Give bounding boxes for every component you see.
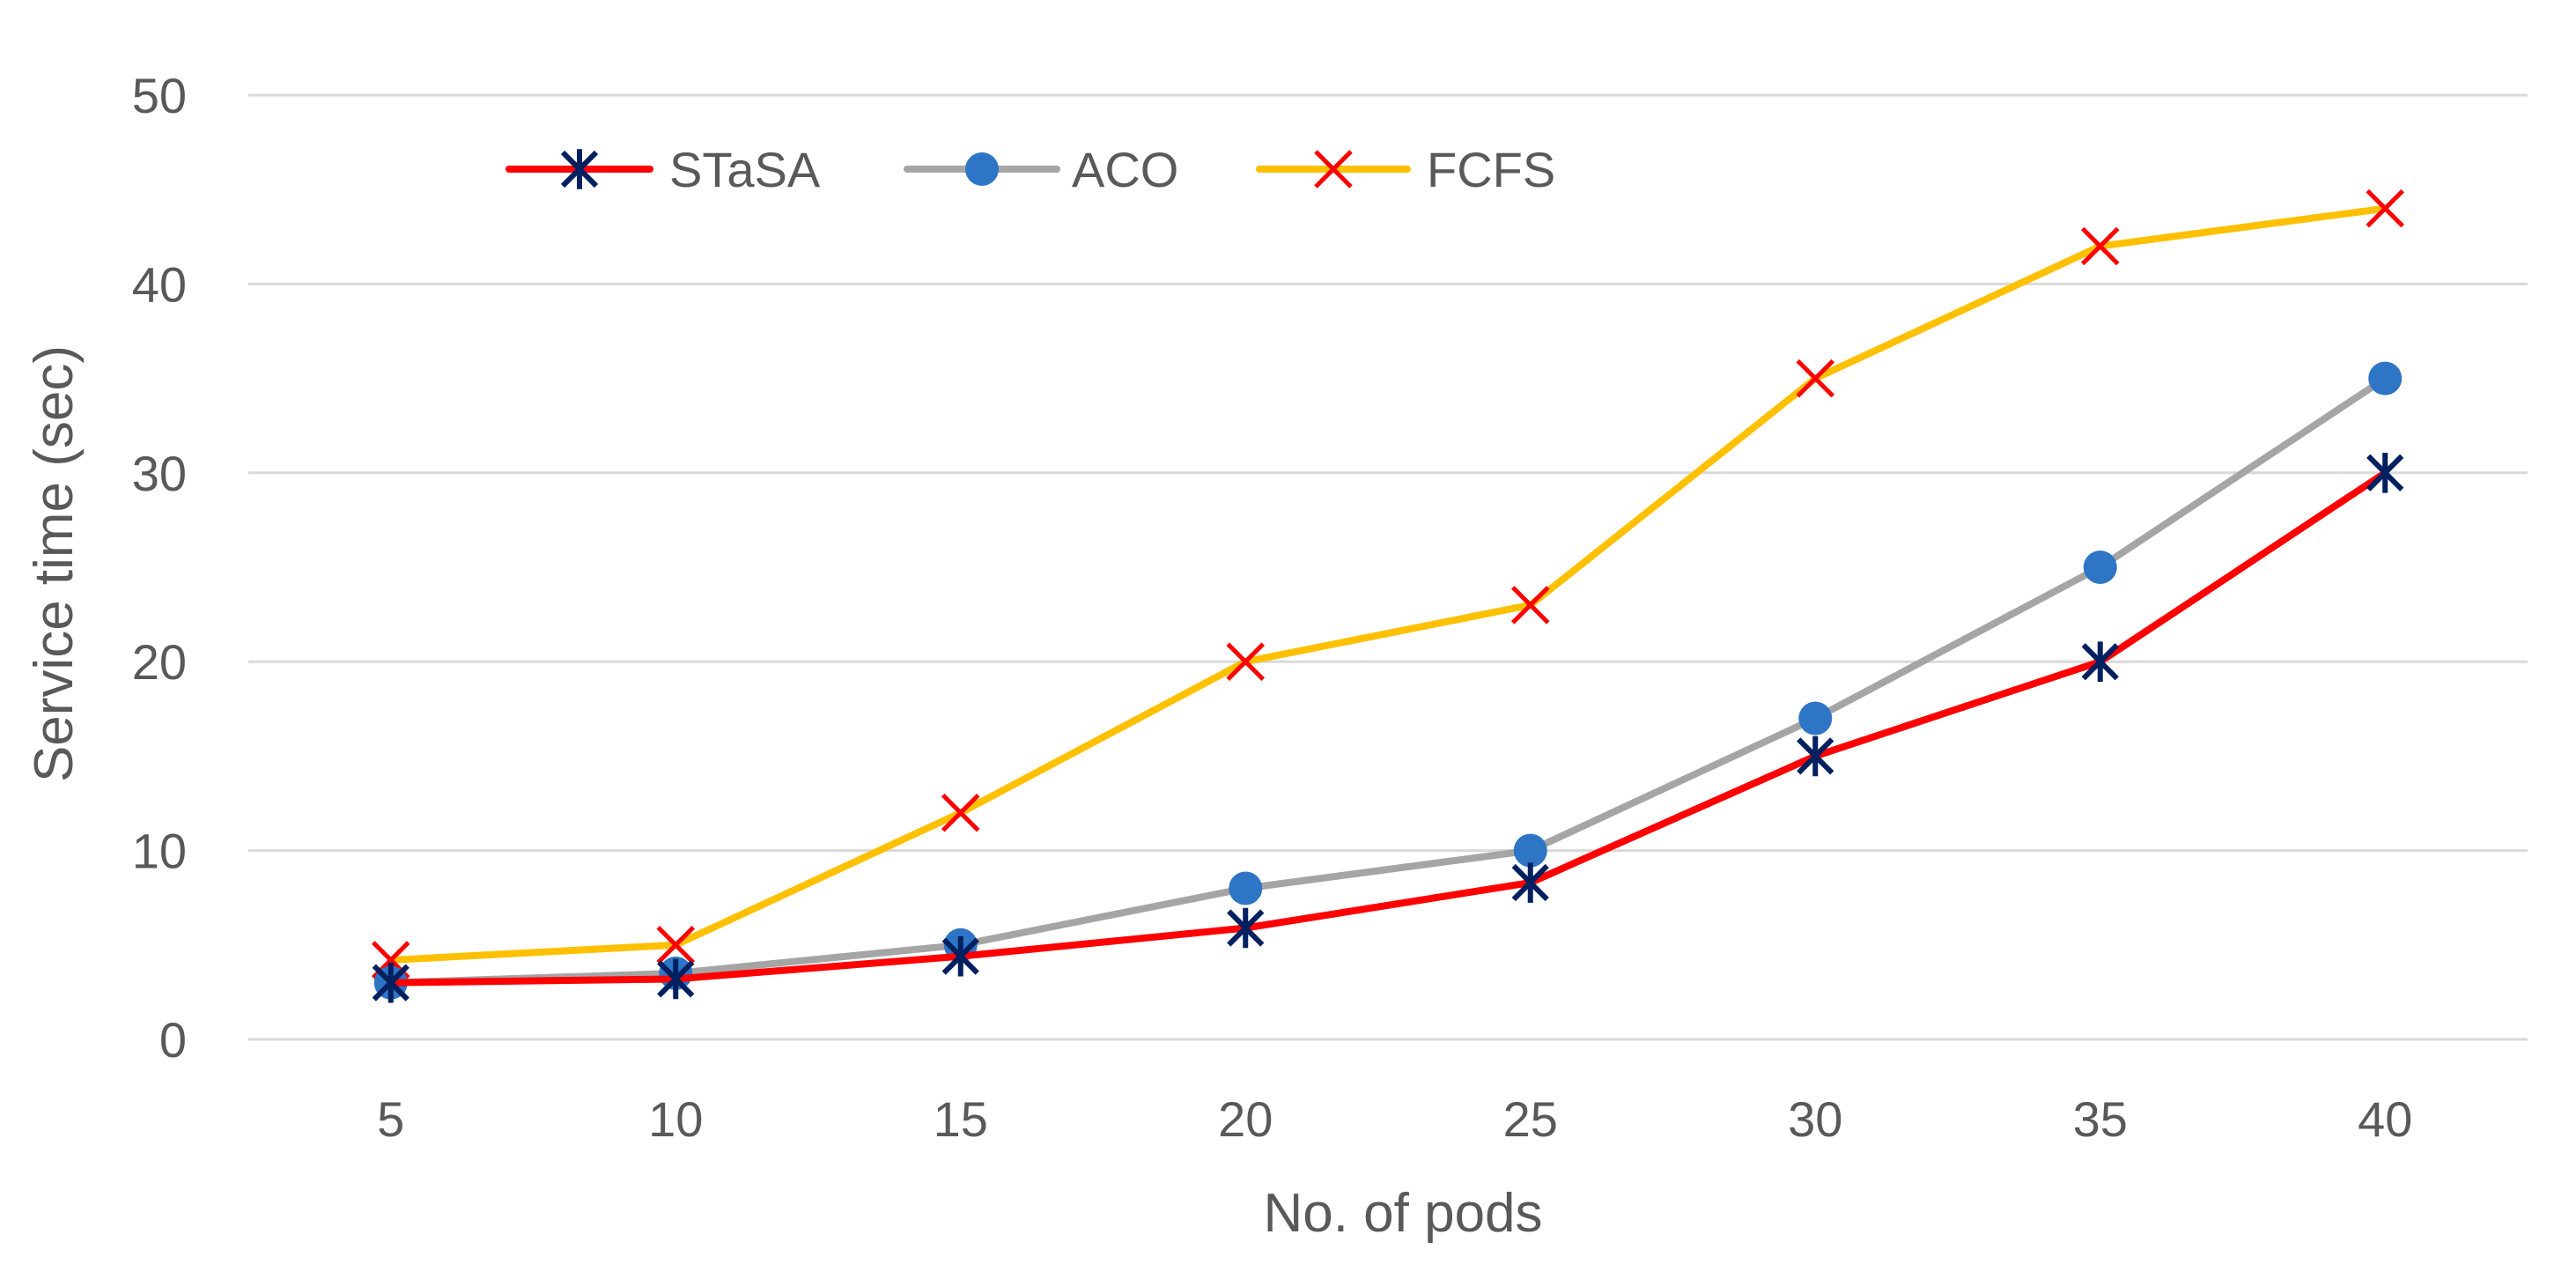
series-line-fcfs: [387, 204, 2389, 964]
x-tick-label: 10: [648, 1091, 703, 1147]
data-point-aco-20: [1229, 871, 1263, 905]
data-point-stasa-25: [1511, 862, 1549, 903]
legend-item-fcfs: FCFS: [1256, 142, 1555, 197]
x-tick-label: 5: [377, 1091, 404, 1147]
y-axis-title: Service time (sec): [24, 345, 85, 782]
y-tick-label: 20: [132, 634, 187, 690]
legend-marker-fcfs: [1314, 150, 1353, 188]
data-point-fcfs-15: [941, 793, 980, 832]
x-tick-label: 35: [2073, 1091, 2128, 1147]
data-point-stasa-5: [372, 962, 410, 1003]
data-point-fcfs-30: [1796, 359, 1835, 398]
data-point-aco-25: [1513, 833, 1547, 868]
data-point-aco-40: [2368, 361, 2403, 395]
y-tick-label: 10: [132, 824, 187, 879]
data-point-fcfs-35: [2080, 226, 2120, 266]
data-point-stasa-15: [941, 935, 979, 977]
data-point-fcfs-40: [2366, 188, 2405, 228]
y-tick-label: 30: [132, 446, 187, 501]
legend-marker-stasa: [560, 149, 599, 189]
axes: No. of pods Service time (sec) 0 10 20 30 40…: [24, 68, 2412, 1244]
y-tick-label: 0: [159, 1012, 187, 1068]
legend-label-stasa: STaSA: [669, 142, 821, 197]
x-tick-label: 15: [934, 1091, 988, 1147]
y-tick-label: 40: [132, 256, 187, 312]
legend-label-aco: ACO: [1072, 142, 1178, 197]
x-tick-label: 30: [1788, 1091, 1842, 1147]
data-point-stasa-10: [657, 958, 695, 1000]
x-tick-label: 40: [2358, 1091, 2412, 1147]
series-stasa: [372, 453, 2404, 1003]
data-point-fcfs-25: [1510, 586, 1550, 625]
data-point-stasa-30: [1797, 735, 1834, 777]
x-tick-label: 25: [1503, 1091, 1558, 1147]
gridlines: [248, 93, 2528, 1041]
series-line-stasa: [387, 469, 2389, 987]
data-point-aco-35: [2083, 551, 2117, 584]
legend-label-fcfs: FCFS: [1427, 142, 1555, 197]
data-point-fcfs-10: [656, 926, 696, 965]
data-point-stasa-35: [2081, 641, 2119, 682]
data-point-stasa-40: [2366, 453, 2404, 493]
series-fcfs: [371, 188, 2405, 979]
legend-item-aco: ACO: [904, 142, 1178, 197]
x-axis-title: No. of pods: [1263, 1183, 1542, 1244]
x-tick-label: 20: [1218, 1091, 1273, 1147]
data-point-fcfs-20: [1226, 642, 1266, 681]
data-point-stasa-20: [1227, 907, 1265, 949]
legend: STaSA ACO FCFS: [506, 142, 1555, 197]
series-line-aco: [387, 374, 2389, 987]
y-tick-label: 50: [132, 68, 187, 123]
series-lines: [371, 188, 2405, 1003]
data-point-aco-30: [1798, 701, 1833, 735]
legend-marker-aco: [965, 152, 999, 186]
legend-item-stasa: STaSA: [506, 142, 821, 197]
